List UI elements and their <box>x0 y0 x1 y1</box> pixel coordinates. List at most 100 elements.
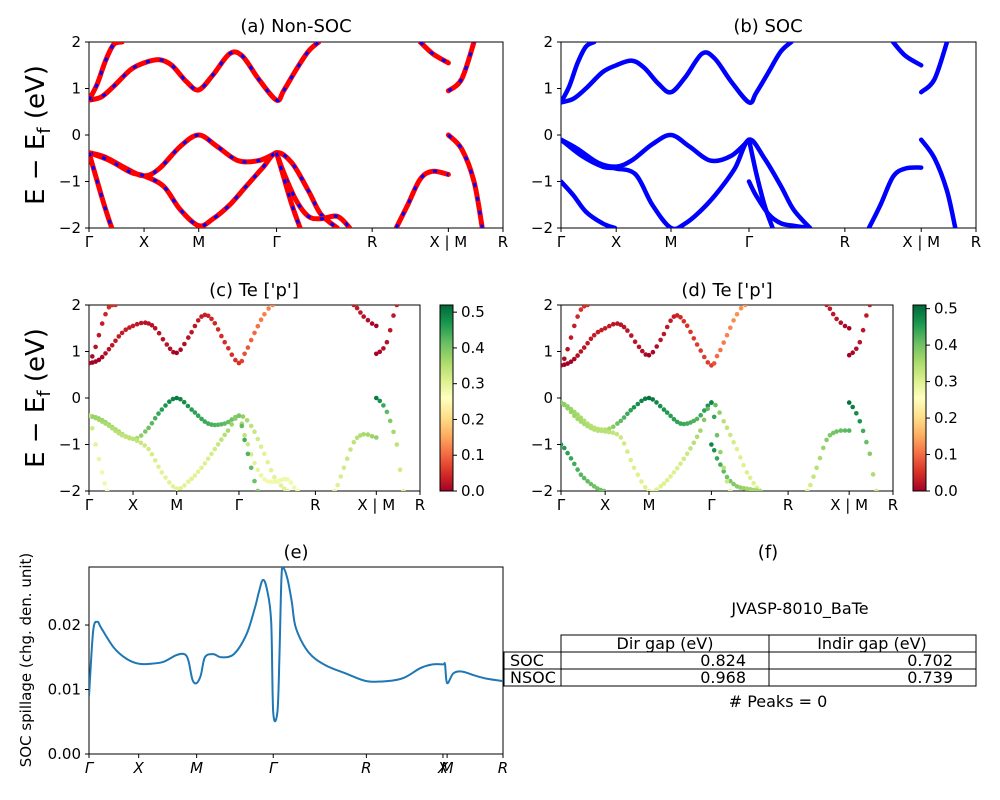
band-point-2 <box>159 407 165 412</box>
band-point-3 <box>138 440 144 446</box>
panel-f-title: (f) <box>758 542 778 563</box>
band-point-2 <box>170 396 176 402</box>
x-tick-label: R <box>971 233 981 251</box>
band-point-0 <box>119 330 125 336</box>
band-point-9 <box>846 326 852 331</box>
x-tick-label: R <box>783 496 793 514</box>
band-point-2 <box>618 418 624 424</box>
band-point-3 <box>174 486 179 491</box>
y-tick-label: 0 <box>71 126 81 144</box>
x-tick-label: M <box>192 233 205 251</box>
band-point-0 <box>607 323 612 329</box>
band-point-9 <box>351 305 357 308</box>
band-point-9 <box>842 323 848 329</box>
band-point-8 <box>381 403 386 408</box>
band-point-7 <box>374 435 379 440</box>
band-point-0 <box>618 322 624 328</box>
x-tick-label: X <box>611 233 621 251</box>
band-point-9 <box>838 320 844 326</box>
band-point-5 <box>709 442 714 447</box>
band-point-2 <box>156 411 161 416</box>
band-point-3 <box>562 402 567 408</box>
band-point-3 <box>212 446 218 452</box>
band-point-0 <box>575 353 580 358</box>
band-point-0 <box>568 359 574 365</box>
band-point-0 <box>149 323 155 328</box>
band-point-2 <box>671 416 677 422</box>
band-line-10 <box>445 42 477 94</box>
band-point-3 <box>186 479 191 485</box>
band-point-3 <box>103 421 108 426</box>
x-tick-label: R <box>498 233 508 251</box>
band-line-9 <box>890 42 924 68</box>
band-point-3 <box>113 428 118 434</box>
band-point-10 <box>867 305 873 308</box>
band-point-0 <box>160 337 166 342</box>
x-tick-label: M <box>190 759 203 777</box>
band-point-7 <box>341 465 347 471</box>
band-point-2 <box>152 416 158 421</box>
band-line-0 <box>561 42 794 105</box>
band-point-0 <box>632 339 638 345</box>
band-point-3 <box>713 402 718 408</box>
band-point-4 <box>562 445 567 451</box>
band-point-10 <box>860 327 866 333</box>
band-point-0 <box>688 329 693 335</box>
band-point-0 <box>711 361 717 366</box>
band-point-9 <box>358 310 363 315</box>
band-point-0 <box>209 316 214 322</box>
band-point-3 <box>701 417 707 423</box>
band-point-2 <box>146 425 151 431</box>
band-dash-5 <box>275 152 351 228</box>
band-point-7 <box>369 434 375 439</box>
band-point-0 <box>588 336 594 342</box>
band-point-3 <box>625 449 630 454</box>
band-point-0 <box>678 315 683 320</box>
band-line-10 <box>918 42 950 95</box>
band-point-7 <box>842 428 848 433</box>
band-point-0 <box>691 336 697 341</box>
colorbar-tick-label: 0.4 <box>461 339 485 357</box>
table-row-soc-dir: 0.824 <box>700 651 746 670</box>
band-point-2 <box>199 416 204 422</box>
series-group <box>561 42 958 228</box>
band-point-3 <box>621 441 627 446</box>
x-tick-label: Γ <box>269 759 279 777</box>
band-point-2 <box>642 396 648 402</box>
colorbar-tick-label: 0.1 <box>461 446 485 464</box>
band-point-0 <box>258 317 264 323</box>
band-point-0 <box>661 331 667 337</box>
band-point-0 <box>578 349 584 354</box>
band-point-9 <box>834 316 839 322</box>
band-point-0 <box>215 327 221 332</box>
band-point-7 <box>821 445 826 451</box>
band-point-0 <box>156 330 162 336</box>
colorbar-c: 0.0 0.1 0.2 0.3 0.4 0.5 <box>439 303 485 500</box>
band-point-3 <box>572 413 577 419</box>
band-point-3 <box>650 489 656 491</box>
table-row-soc-indir: 0.702 <box>907 651 953 670</box>
band-point-10 <box>846 352 852 358</box>
panel-e-spillage: 0.000.010.02Γ X M Γ R XM R <box>48 566 508 777</box>
band-point-2 <box>615 421 620 426</box>
x-tick-label: Γ <box>557 496 566 514</box>
band-point-2 <box>681 421 687 427</box>
y-tick-label: 2 <box>71 33 81 51</box>
x-tick-label: X <box>600 496 610 514</box>
x-tick-label: R <box>367 233 377 251</box>
band-point-9 <box>374 323 379 329</box>
band-point-4 <box>588 481 594 487</box>
band-point-3 <box>244 418 250 423</box>
band-point-9 <box>354 305 360 311</box>
band-point-3 <box>215 442 221 447</box>
band-point-2 <box>149 421 155 426</box>
band-point-0 <box>743 305 748 308</box>
band-line-4 <box>561 179 618 228</box>
band-point-0 <box>664 324 670 330</box>
band-point-3 <box>595 428 601 434</box>
band-point-3 <box>265 459 271 465</box>
band-point-1 <box>575 314 580 319</box>
band-point-4 <box>572 461 577 467</box>
band-point-3 <box>262 451 267 457</box>
